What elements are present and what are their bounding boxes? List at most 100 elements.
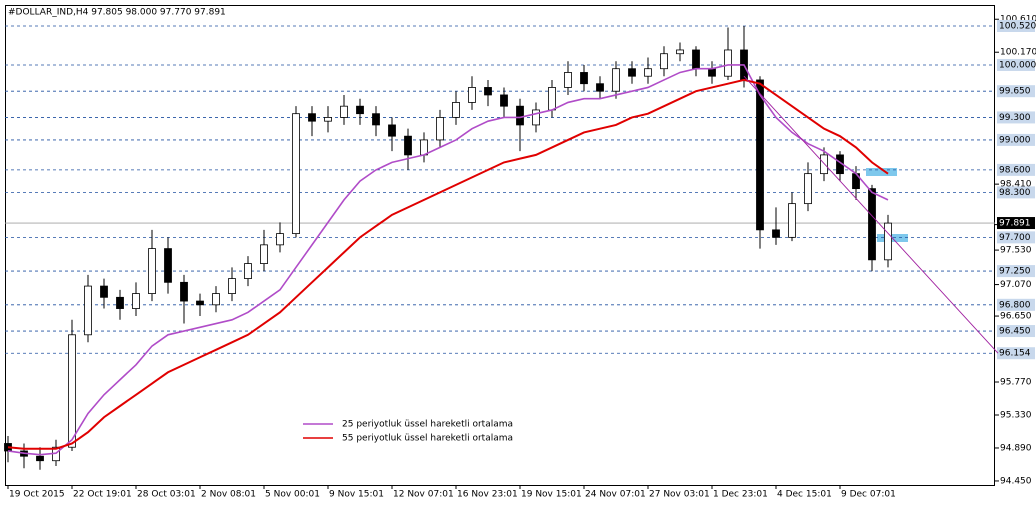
candle-body	[756, 79, 764, 231]
x-tick-label: 27 Nov 03:01	[649, 490, 710, 500]
candle-body	[148, 248, 156, 294]
candle-body	[212, 293, 220, 306]
x-tick-label: 19 Nov 15:01	[521, 490, 582, 500]
candle-body	[244, 263, 252, 279]
candle-body	[516, 105, 524, 126]
candle-body	[436, 117, 444, 141]
x-tick-label: 12 Nov 07:01	[393, 490, 454, 500]
candle-body	[404, 135, 412, 156]
candle-body	[84, 285, 92, 336]
candle-body	[628, 68, 636, 77]
level-label: 97.700	[999, 233, 1031, 243]
legend-label: 25 periyotluk üssel hareketli ortalama	[342, 420, 513, 430]
candle-body	[228, 278, 236, 294]
candle-body	[660, 53, 668, 70]
level-label: 98.300	[999, 188, 1031, 198]
candle-body	[868, 188, 876, 261]
candle-body	[180, 281, 188, 302]
candle-body	[484, 87, 492, 96]
plot-frame	[5, 5, 995, 486]
candle-body	[532, 109, 540, 126]
candle-body	[388, 124, 396, 137]
y-tick-label: 100.610	[1000, 15, 1036, 25]
x-tick-label: 5 Nov 00:01	[265, 490, 320, 500]
candle-body	[324, 117, 332, 122]
candle-body	[772, 229, 780, 238]
level-label: 100.000	[999, 60, 1036, 70]
x-tick-label: 2 Nov 08:01	[201, 490, 256, 500]
level-label: 98.600	[999, 165, 1031, 175]
ema-line	[7, 64, 889, 456]
ema-line	[7, 78, 889, 450]
y-tick-label: 94.890	[1000, 443, 1032, 453]
candle-body	[884, 222, 892, 261]
level-label-box	[997, 265, 1035, 278]
level-label: 96.154	[999, 349, 1031, 359]
level-label-box	[997, 186, 1035, 199]
level-label-box	[997, 58, 1035, 71]
candle-body	[68, 334, 76, 448]
level-label-box	[997, 347, 1035, 360]
x-tick-label: 19 Oct 2015	[9, 490, 65, 500]
candle-body	[596, 83, 604, 92]
candle-body	[372, 113, 380, 126]
current-price-box	[997, 217, 1035, 230]
x-tick-label: 22 Oct 19:01	[73, 490, 132, 500]
y-tick-label: 97.530	[1000, 246, 1032, 256]
level-label-box	[997, 19, 1035, 32]
y-tick-label: 98.410	[1000, 180, 1032, 190]
candle-body	[196, 300, 204, 306]
candle-body	[100, 285, 108, 298]
x-tick-label: 9 Nov 15:01	[329, 490, 384, 500]
level-label: 99.650	[999, 87, 1031, 97]
candle-body	[564, 72, 572, 88]
level-label-box	[997, 298, 1035, 311]
candle-body	[340, 105, 348, 118]
highlight-box	[866, 168, 897, 176]
y-tick-label: 94.450	[1000, 476, 1032, 486]
chart-title: #DOLLAR_IND,H4 97.805 98.000 97.770 97.8…	[8, 8, 226, 18]
candle-body	[548, 87, 556, 111]
x-tick-label: 16 Nov 23:01	[457, 490, 518, 500]
candle-body	[36, 455, 44, 462]
x-tick-label: 1 Dec 23:01	[713, 490, 768, 500]
level-label-box	[997, 111, 1035, 124]
legend-label: 55 periyotluk üssel hareketli ortalama	[342, 434, 513, 444]
candle-body	[452, 102, 460, 118]
level-label-box	[997, 231, 1035, 244]
candle-body	[164, 248, 172, 283]
x-tick-label: 4 Dec 15:01	[777, 490, 832, 500]
level-label-box	[997, 133, 1035, 146]
level-label: 96.450	[999, 327, 1031, 337]
level-label-box	[997, 163, 1035, 176]
candle-body	[692, 49, 700, 70]
candle-body	[612, 68, 620, 92]
candle-body	[116, 296, 124, 309]
candle-body	[308, 113, 316, 122]
candle-body	[804, 173, 812, 205]
candle-body	[356, 105, 364, 115]
candle-body	[132, 293, 140, 309]
candle-body	[276, 233, 284, 246]
candle-body	[292, 113, 300, 235]
level-label-box	[997, 325, 1035, 338]
candle-body	[676, 49, 684, 55]
y-tick-label: 95.770	[1000, 378, 1032, 388]
y-tick-label: 100.170	[1000, 48, 1036, 58]
level-label-box	[997, 85, 1035, 98]
candle-body	[420, 139, 428, 156]
candle-body	[580, 72, 588, 85]
y-tick-label: 97.070	[1000, 280, 1032, 290]
level-label: 96.800	[999, 300, 1031, 310]
x-tick-label: 28 Oct 03:01	[137, 490, 196, 500]
level-label: 100.520	[999, 21, 1036, 31]
candle-body	[644, 68, 652, 77]
level-label: 99.300	[999, 113, 1031, 123]
y-tick-label: 96.650	[1000, 312, 1032, 322]
candle-body	[788, 203, 796, 238]
level-label: 99.000	[999, 135, 1031, 145]
trend-line	[743, 75, 999, 354]
candle-body	[468, 87, 476, 103]
